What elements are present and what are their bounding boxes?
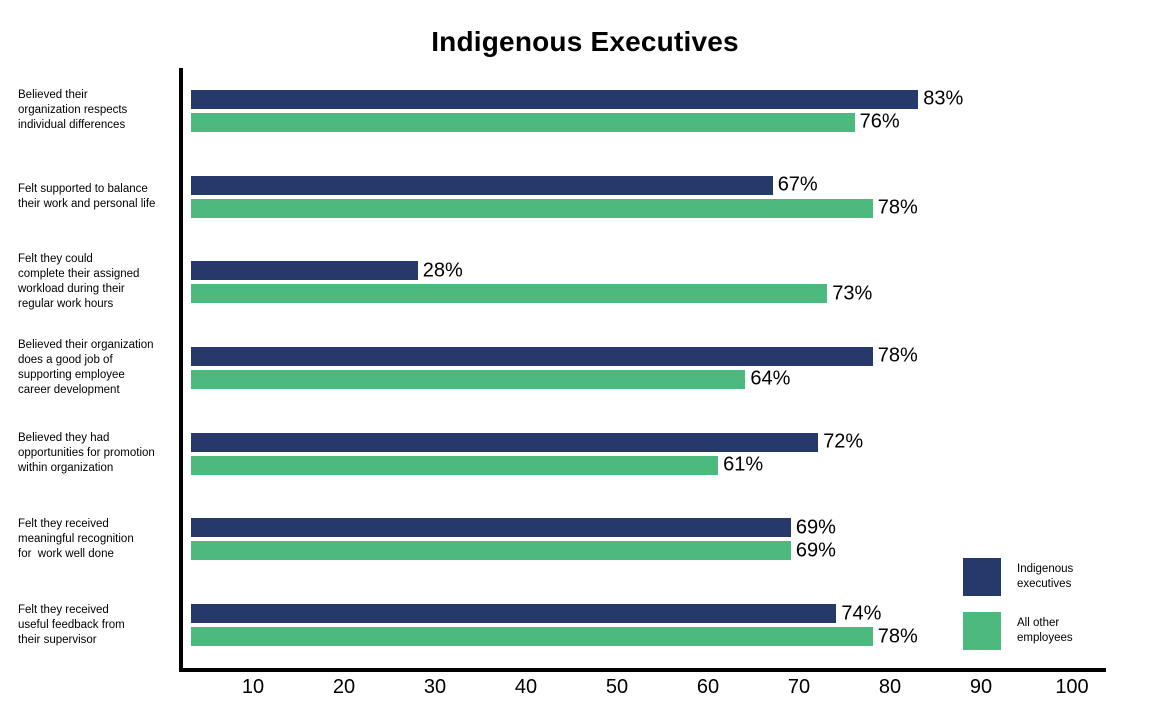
- bar-all-other-employees: 61%: [191, 454, 763, 476]
- x-axis-tick-label: 50: [605, 676, 629, 698]
- category-label: Felt supported to balance their work and…: [18, 182, 156, 210]
- category-row: Believed their organization respects ind…: [0, 68, 1170, 154]
- bar-value-label: 76%: [859, 110, 900, 133]
- x-axis-tick-label: 20: [332, 676, 356, 698]
- bar-pair: 69% 69%: [183, 497, 1170, 583]
- x-axis-line: [179, 668, 1106, 672]
- bar-indigenous-executives: 83%: [191, 88, 963, 110]
- bar-all-other-employees: 78%: [191, 625, 918, 647]
- bar-rows-container: Believed their organization respects ind…: [0, 68, 1170, 668]
- bar-value-label: 67%: [777, 173, 818, 196]
- x-axis-tick-label: 40: [514, 676, 538, 698]
- bar-pair: 72% 61%: [183, 411, 1170, 497]
- bar-value-label: 78%: [877, 196, 918, 219]
- bar-value-label: 78%: [877, 625, 918, 648]
- bar-pair: 67% 78%: [183, 154, 1170, 240]
- bar-pair: 83% 76%: [183, 68, 1170, 154]
- bar-value-label: 69%: [795, 539, 836, 562]
- x-axis-tick-label: 10: [241, 676, 265, 698]
- bar-value-label: 73%: [832, 282, 873, 305]
- category-row: Felt supported to balance their work and…: [0, 154, 1170, 240]
- legend-label: All other employees: [1017, 617, 1073, 644]
- bar-indigenous-executives: 78%: [191, 345, 918, 367]
- category-label: Felt they could complete their assigned …: [18, 253, 140, 311]
- category-label: Believed they had opportunities for prom…: [18, 432, 155, 475]
- bar-value-label: 28%: [422, 259, 463, 282]
- legend-item-all-other-employees: All other employees: [963, 612, 1095, 650]
- legend-swatch-all-other-employees: [963, 612, 1001, 650]
- bar-pair: 28% 73%: [183, 239, 1170, 325]
- chart-title: Indigenous Executives: [431, 26, 739, 57]
- bar-all-other-employees: 64%: [191, 368, 790, 390]
- bar-all-other-employees: 78%: [191, 197, 918, 219]
- bar-all-other-employees: 69%: [191, 539, 836, 561]
- legend: Indigenous executives All other employees: [963, 558, 1095, 650]
- x-axis-tick-labels: 10 20 30 40 50 60 70 80 90 100: [0, 676, 1170, 702]
- category-label: Felt they received useful feedback from …: [18, 603, 125, 646]
- bar-value-label: 83%: [923, 87, 964, 110]
- bar-value-label: 72%: [823, 430, 864, 453]
- legend-item-indigenous-executives: Indigenous executives: [963, 558, 1095, 596]
- bar-pair: 74% 78%: [183, 582, 1170, 668]
- category-row: Believed their organization does a good …: [0, 325, 1170, 411]
- bar-indigenous-executives: 28%: [191, 259, 463, 281]
- bar-value-label: 74%: [841, 602, 882, 625]
- category-label: Believed their organization does a good …: [18, 338, 154, 396]
- x-axis-tick-label: 100: [1055, 676, 1089, 698]
- x-axis-tick-label: 60: [696, 676, 720, 698]
- x-axis-tick-label: 90: [969, 676, 993, 698]
- bar-indigenous-executives: 67%: [191, 174, 818, 196]
- bar-all-other-employees: 73%: [191, 282, 872, 304]
- category-row: Felt they could complete their assigned …: [0, 239, 1170, 325]
- category-label: Felt they received meaningful recognitio…: [18, 517, 134, 560]
- x-axis-tick-label: 70: [787, 676, 811, 698]
- category-row: Believed they had opportunities for prom…: [0, 411, 1170, 497]
- category-row: Felt they received useful feedback from …: [0, 582, 1170, 668]
- bar-value-label: 78%: [877, 344, 918, 367]
- category-label: Believed their organization respects ind…: [18, 89, 128, 132]
- x-axis-tick-label: 30: [423, 676, 447, 698]
- legend-swatch-indigenous-executives: [963, 558, 1001, 596]
- bar-indigenous-executives: 72%: [191, 431, 863, 453]
- bar-value-label: 69%: [795, 516, 836, 539]
- bar-indigenous-executives: 69%: [191, 516, 836, 538]
- x-axis-tick-label: 80: [878, 676, 902, 698]
- bar-pair: 78% 64%: [183, 325, 1170, 411]
- y-axis-spine: [179, 68, 183, 672]
- bar-value-label: 64%: [750, 367, 791, 390]
- legend-label: Indigenous executives: [1017, 563, 1074, 590]
- category-row: Felt they received meaningful recognitio…: [0, 497, 1170, 583]
- bar-all-other-employees: 76%: [191, 111, 900, 133]
- bar-indigenous-executives: 74%: [191, 602, 881, 624]
- bar-value-label: 61%: [723, 453, 764, 476]
